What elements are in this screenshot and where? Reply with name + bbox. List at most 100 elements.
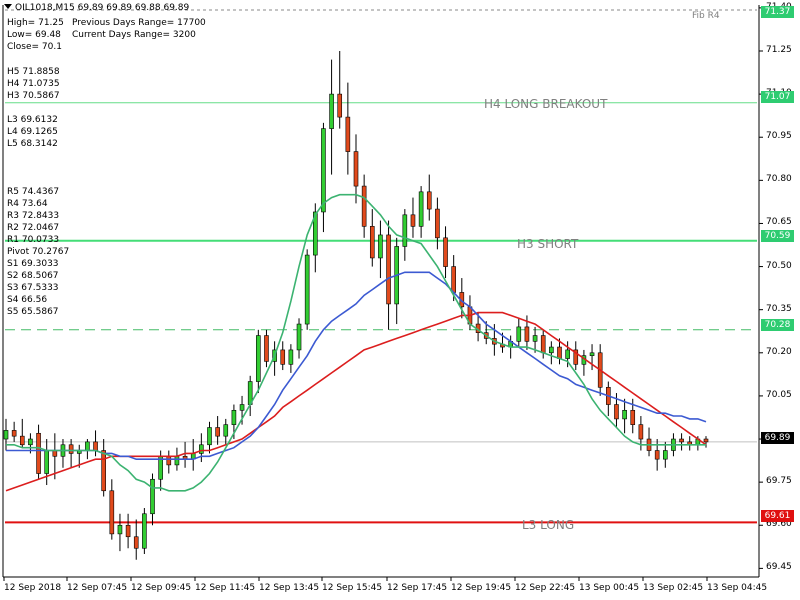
l3-line-label: L3 LONG (522, 518, 575, 532)
x-tick-label: 12 Sep 19:45 (451, 583, 512, 593)
level-lower-l3: L3 69.6132 (7, 115, 58, 125)
bearish-candle (52, 450, 58, 457)
x-tick-label: 12 Sep 07:45 (67, 583, 128, 593)
bearish-candle (68, 444, 74, 454)
day-low: Low= 69.48 (7, 30, 61, 40)
x-tick-label: 12 Sep 2018 (4, 583, 62, 593)
previous-days-range: Previous Days Range= 17700 (72, 18, 206, 28)
y-tick-label: 69.45 (766, 562, 792, 573)
x-tick-label: 13 Sep 04:45 (707, 583, 768, 593)
price-tag-l3: 69.61 (761, 510, 794, 522)
bearish-candle (573, 349, 579, 365)
bearish-candle (109, 490, 115, 535)
dropdown-triangle-icon[interactable] (4, 4, 12, 9)
price-tag-h3: 70.59 (761, 230, 794, 242)
bearish-candle (679, 438, 684, 443)
x-tick-label: 12 Sep 15:45 (322, 583, 383, 593)
bullish-candle (117, 524, 123, 535)
bearish-candle (435, 208, 440, 239)
pivot-r3: R3 72.8433 (7, 211, 60, 221)
bullish-candle (418, 191, 424, 227)
pivot-r1: R1 70.0733 (7, 235, 60, 245)
chart-frame (2, 5, 763, 581)
pivot-r5: R5 74.4367 (7, 187, 60, 197)
y-tick-label: 70.80 (766, 174, 792, 185)
bearish-candle (630, 409, 636, 425)
bullish-candle (150, 478, 155, 515)
bullish-candle (329, 93, 334, 129)
bearish-candle (19, 435, 25, 446)
bearish-candle (345, 116, 351, 152)
bullish-candle (239, 404, 245, 411)
bullish-candle (313, 211, 318, 256)
level-lower-l5: L5 68.3142 (7, 139, 58, 149)
y-tick-label: 71.25 (766, 44, 792, 55)
bullish-candle (622, 409, 627, 420)
price-tag-last: 69.89 (761, 432, 794, 444)
y-tick-label: 69.60 (766, 519, 792, 530)
bullish-candle (549, 346, 554, 354)
bullish-candle (378, 234, 383, 259)
bearish-candle (133, 536, 139, 549)
bullish-candle (223, 424, 229, 437)
bullish-candle (44, 450, 49, 474)
ma-mid-line (6, 271, 707, 461)
bullish-candle (3, 430, 9, 440)
bearish-candle (443, 237, 448, 267)
bearish-candle (638, 424, 644, 440)
bearish-candle (264, 335, 269, 362)
bullish-candle (321, 128, 326, 213)
bearish-candle (36, 432, 41, 474)
bullish-candle (288, 349, 294, 365)
price-tag-top: 71.37 (761, 6, 794, 18)
bearish-candle (280, 349, 286, 365)
bullish-candle (589, 352, 595, 356)
bearish-candle (703, 438, 709, 443)
bearish-candle (557, 346, 562, 359)
bearish-candle (101, 450, 106, 492)
y-tick-label: 70.35 (766, 303, 792, 314)
day-high: High= 71.25 (7, 18, 64, 28)
x-tick-label: 12 Sep 13:45 (259, 583, 320, 593)
h3-line-label: H3 SHORT (517, 237, 579, 251)
pivot-main: Pivot 70.2767 (7, 247, 70, 257)
x-tick-label: 12 Sep 17:45 (387, 583, 448, 593)
bullish-candle (28, 438, 33, 446)
h4-line-label: H4 LONG BREAKOUT (484, 97, 608, 111)
level-lower-l4: L4 69.1265 (7, 127, 58, 137)
y-tick-label: 70.65 (766, 217, 792, 228)
x-tick-label: 12 Sep 09:45 (131, 583, 192, 593)
candles (3, 50, 709, 560)
bearish-candle (215, 427, 220, 437)
bullish-candle (174, 455, 180, 466)
y-tick-label: 70.95 (766, 131, 792, 142)
bullish-candle (231, 409, 237, 425)
current-days-range: Current Days Range= 3200 (72, 30, 196, 40)
bearish-candle (166, 455, 172, 466)
bearish-candle (386, 234, 391, 305)
bearish-candle (540, 335, 546, 354)
bearish-candle (337, 93, 343, 118)
y-tick-label: 70.50 (766, 260, 792, 271)
moving-averages (5, 193, 707, 492)
bearish-candle (93, 441, 98, 451)
pivot-s4: S4 66.56 (7, 295, 48, 305)
price-tag-h4: 71.07 (761, 91, 794, 103)
bullish-candle (532, 335, 538, 342)
x-tick-label: 13 Sep 02:45 (643, 583, 704, 593)
pivot-s3: S3 67.5333 (7, 283, 59, 293)
bullish-candle (207, 427, 212, 446)
ma-fast-line (6, 193, 706, 492)
bullish-candle (296, 323, 302, 351)
pivot-s1: S1 69.3033 (7, 259, 59, 269)
x-tick-label: 12 Sep 22:45 (515, 583, 576, 593)
bullish-candle (85, 441, 90, 451)
day-close: Close= 70.1 (7, 42, 62, 52)
symbol-title: OIL1018,M15 69.89 69.89 69.88 69.89 (4, 2, 189, 14)
y-tick-label: 70.20 (766, 346, 792, 357)
pivot-r2: R2 72.0467 (7, 223, 60, 233)
pivot-r4: R4 73.64 (7, 199, 48, 209)
bearish-candle (614, 404, 619, 420)
fib-label: Fib R4 (692, 11, 720, 21)
